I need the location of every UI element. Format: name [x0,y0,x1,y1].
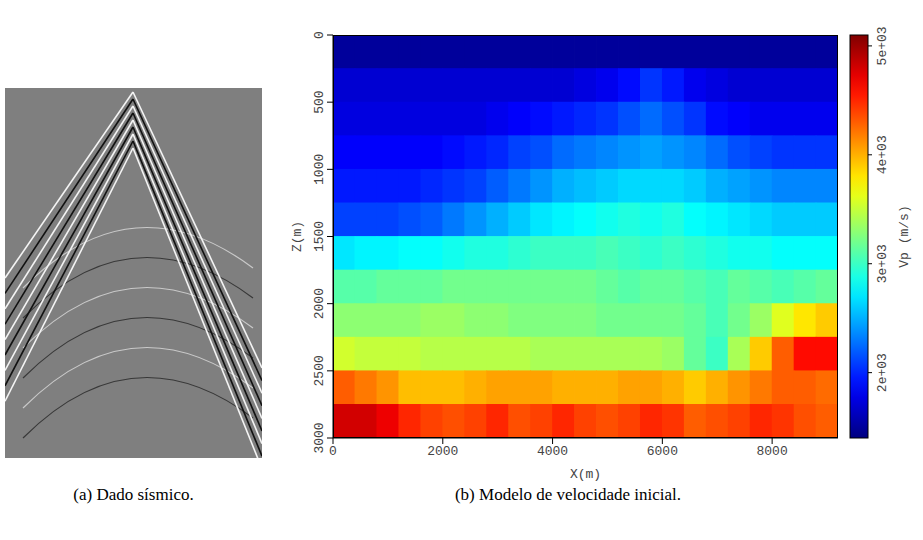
svg-text:2500: 2500 [312,355,327,386]
svg-text:500: 500 [312,90,327,113]
svg-text:5e+03: 5e+03 [875,26,890,65]
svg-text:X(m): X(m) [570,467,601,482]
html-text:(b) Modelo de velocidade inici: (b) Modelo de velocidade inicial. [454,485,682,504]
svg-text:1500: 1500 [312,221,327,252]
svg-text:6000: 6000 [647,444,678,459]
svg-text:4000: 4000 [537,444,568,459]
svg-text:Vp (m/s): Vp (m/s) [897,205,912,267]
svg-text:3000: 3000 [312,422,327,453]
html-text:(a) Dado sísmico.: (a) Dado sísmico. [73,485,194,504]
svg-text:0: 0 [312,31,327,39]
svg-text:2000: 2000 [427,444,458,459]
svg-text:3e+03: 3e+03 [875,244,890,283]
svg-text:8000: 8000 [757,444,788,459]
svg-text:2e+03: 2e+03 [875,353,890,392]
svg-text:Z(m): Z(m) [290,221,305,252]
svg-text:1000: 1000 [312,154,327,185]
svg-text:2000: 2000 [312,288,327,319]
svg-text:0: 0 [329,444,337,459]
svg-text:4e+03: 4e+03 [875,135,890,174]
